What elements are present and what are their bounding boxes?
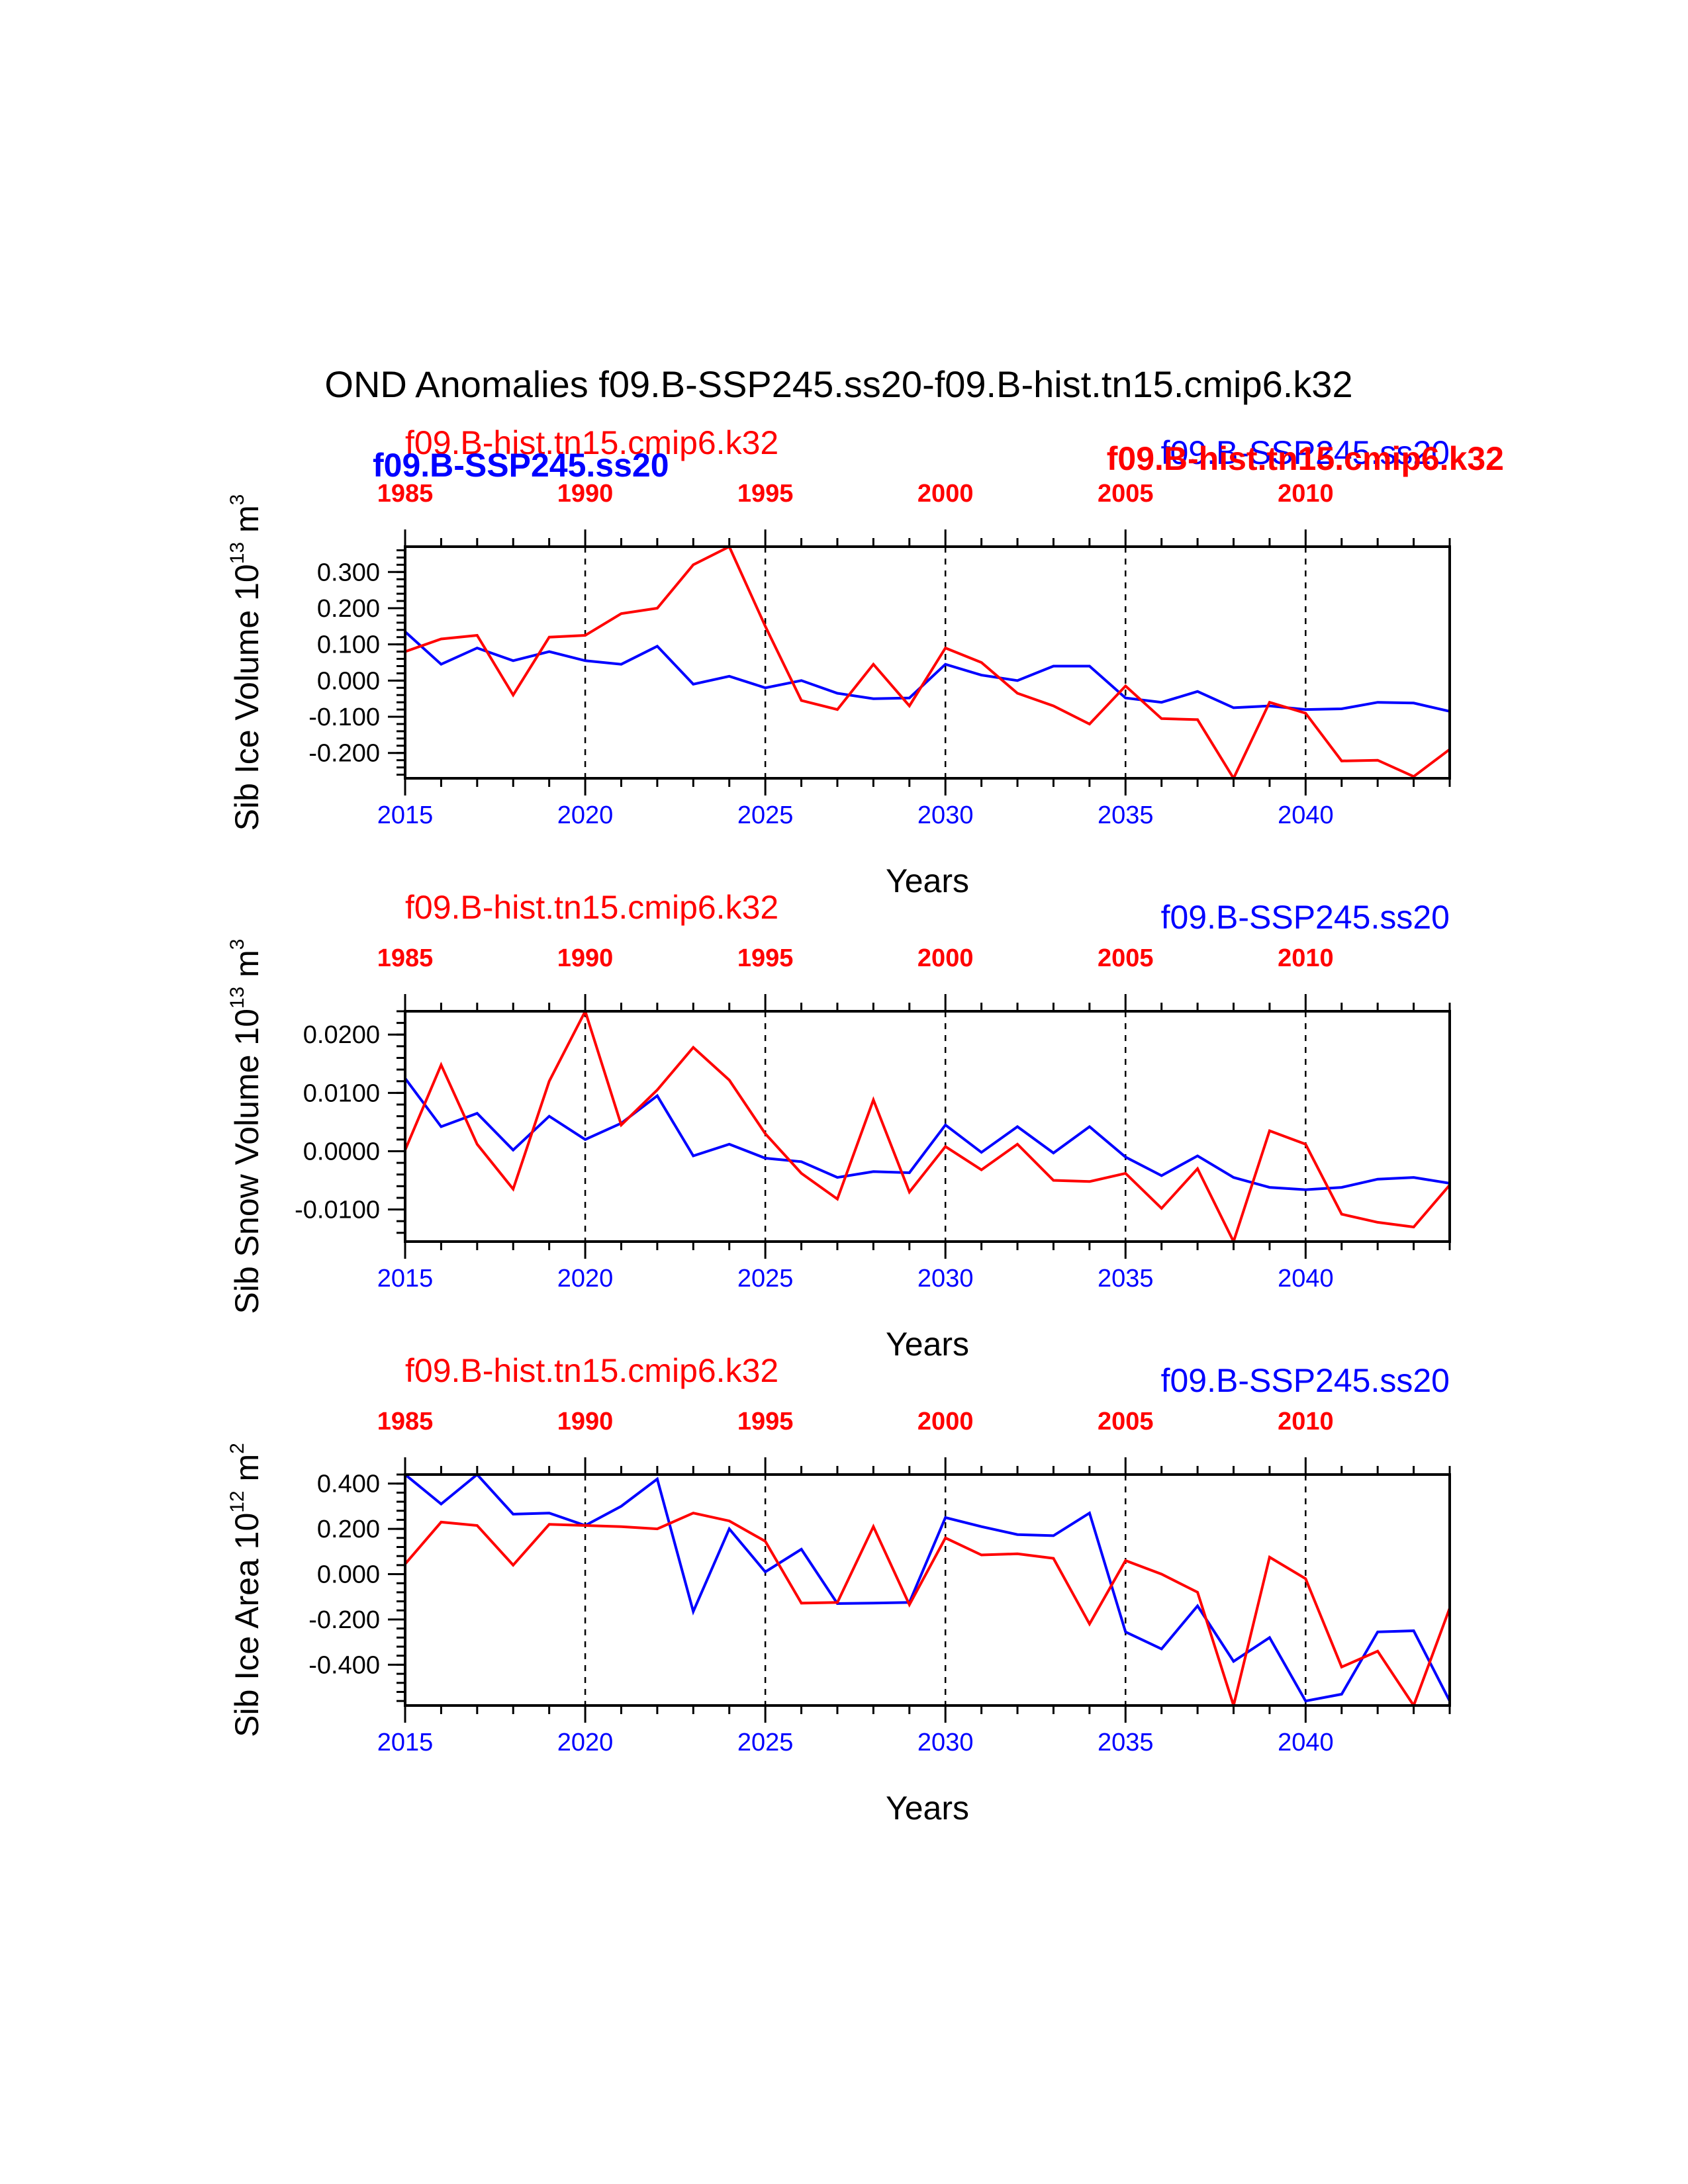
x-tick-label-top: 2005 — [1098, 944, 1154, 972]
y-tick-label: 0.400 — [317, 1471, 380, 1498]
x-tick-label-bottom: 2030 — [917, 1729, 974, 1756]
y-tick-label: 0.100 — [317, 631, 380, 659]
series-line-hist — [405, 1011, 1450, 1242]
series-group — [405, 1011, 1450, 1242]
series-line-ssp245 — [405, 1475, 1450, 1703]
y-tick-label: -0.400 — [308, 1651, 380, 1679]
x-axis-title: Years — [886, 862, 969, 899]
x-tick-label-bottom: 2035 — [1098, 801, 1154, 829]
hist-series-label: f09.B-hist.tn15.cmip6.k32 — [405, 889, 778, 926]
x-axis-title: Years — [886, 1790, 969, 1827]
x-tick-label-bottom: 2020 — [557, 1265, 614, 1293]
x-tick-label-top: 1990 — [557, 1408, 614, 1435]
y-axis-title: Sib Snow Volume 1013 m3 — [226, 938, 265, 1314]
x-tick-label-top: 1995 — [737, 480, 794, 508]
x-tick-label-bottom: 2040 — [1278, 801, 1334, 829]
x-tick-label-top: 1995 — [737, 1408, 794, 1435]
series-line-hist — [405, 547, 1450, 778]
x-tick-label-bottom: 2015 — [377, 1265, 434, 1293]
x-tick-label-top: 2005 — [1098, 1408, 1154, 1435]
x-tick-label-top: 1985 — [377, 944, 434, 972]
x-tick-label-top: 2000 — [917, 944, 974, 972]
x-tick-label-bottom: 2030 — [917, 801, 974, 829]
x-axis-title: Years — [886, 1326, 969, 1363]
x-tick-label-top: 2005 — [1098, 480, 1154, 508]
ssp-series-label: f09.B-SSP245.ss20 — [1161, 899, 1450, 936]
hist-series-label: f09.B-hist.tn15.cmip6.k32 — [405, 1352, 778, 1389]
overlap-label-left: f09.B-SSP245.ss20 — [373, 447, 669, 484]
ssp-series-label: f09.B-SSP245.ss20 — [1161, 434, 1450, 471]
y-tick-label: -0.0100 — [295, 1197, 380, 1224]
x-tick-label-top: 1995 — [737, 944, 794, 972]
x-tick-label-bottom: 2035 — [1098, 1729, 1154, 1756]
y-axis-title: Sib Ice Volume 1013 m3 — [226, 494, 265, 831]
y-tick-label: 0.0000 — [303, 1138, 380, 1165]
x-tick-label-top: 1990 — [557, 480, 614, 508]
chart-panel-2: 2015 2020 2025 2030 2035 2040 1985 1990 1995 2000… — [226, 889, 1451, 1363]
x-tick-label-top: 2010 — [1278, 944, 1334, 972]
x-tick-label-bottom: 2020 — [557, 801, 614, 829]
y-tick-label: 0.000 — [317, 1561, 380, 1589]
x-tick-label-top: 1985 — [377, 480, 434, 508]
x-tick-label-top: 1985 — [377, 1408, 434, 1435]
x-tick-label-bottom: 2040 — [1278, 1265, 1334, 1293]
x-tick-label-bottom: 2025 — [737, 1729, 794, 1756]
x-tick-label-bottom: 2025 — [737, 801, 794, 829]
x-tick-label-bottom: 2015 — [377, 801, 434, 829]
x-tick-label-top: 1990 — [557, 944, 614, 972]
y-tick-label: 0.0200 — [303, 1021, 380, 1049]
x-tick-label-top: 2000 — [917, 480, 974, 508]
series-line-hist — [405, 1512, 1450, 1706]
y-tick-label: -0.200 — [308, 740, 380, 768]
x-tick-label-bottom: 2015 — [377, 1729, 434, 1756]
figure-title: OND Anomalies f09.B-SSP245.ss20-f09.B-hi… — [324, 363, 1352, 405]
plot-frame — [404, 545, 1451, 780]
panels-group: 2015 2020 2025 2030 2035 2040 1985 1990 1995 2000… — [226, 424, 1451, 1827]
series-line-ssp245 — [405, 631, 1450, 713]
y-tick-label: -0.200 — [308, 1606, 380, 1634]
y-tick-label: 0.300 — [317, 559, 380, 586]
hist-series-label: f09.B-hist.tn15.cmip6.k32 — [405, 424, 778, 461]
plot-frame — [404, 1010, 1451, 1243]
series-line-ssp245 — [405, 1077, 1450, 1191]
overlapping-series-labels: f09.B-SSP245.ss20 f09.B-hist.tn15.cmip6.… — [373, 440, 1504, 484]
y-tick-label: 0.200 — [317, 595, 380, 623]
x-tick-label-bottom: 2040 — [1278, 1729, 1334, 1756]
series-group — [405, 1475, 1450, 1706]
x-tick-label-bottom: 2025 — [737, 1265, 794, 1293]
x-tick-label-bottom: 2020 — [557, 1729, 614, 1756]
chart-panel-1: 2015 2020 2025 2030 2035 2040 1985 1990 1995 2000… — [226, 424, 1451, 899]
x-tick-label-top: 2000 — [917, 1408, 974, 1435]
plot-frame — [404, 1473, 1451, 1707]
y-tick-label: -0.100 — [308, 704, 380, 731]
chart-panel-3: 2015 2020 2025 2030 2035 2040 1985 1990 1995 2000… — [226, 1352, 1451, 1827]
x-tick-label-bottom: 2035 — [1098, 1265, 1154, 1293]
series-group — [405, 547, 1450, 778]
y-axis-title: Sib Ice Area 1012 m2 — [226, 1443, 265, 1737]
x-tick-label-top: 2010 — [1278, 1408, 1334, 1435]
x-tick-label-top: 2010 — [1278, 480, 1334, 508]
y-tick-label: 0.000 — [317, 667, 380, 695]
x-tick-label-bottom: 2030 — [917, 1265, 974, 1293]
ssp-series-label: f09.B-SSP245.ss20 — [1161, 1362, 1450, 1399]
overlap-label-right: f09.B-hist.tn15.cmip6.k32 — [1107, 440, 1504, 477]
y-tick-label: 0.0100 — [303, 1079, 380, 1107]
y-tick-label: 0.200 — [317, 1516, 380, 1543]
